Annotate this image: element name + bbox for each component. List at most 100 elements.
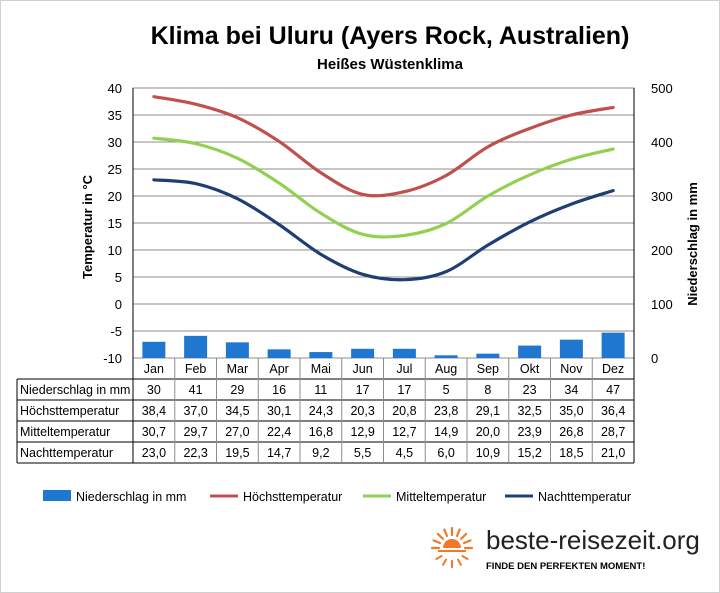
table-row-label: Mitteltemperatur [20, 425, 110, 439]
sun-ray [443, 528, 449, 538]
month-label: Jun [353, 362, 373, 376]
branding: beste-reisezeit.org FINDE DEN PERFEKTEN … [430, 525, 700, 572]
table-cell: 29 [230, 383, 244, 397]
table-cell: 29,7 [183, 425, 207, 439]
table-cell: 20,3 [350, 404, 374, 418]
table-row-label: Höchsttemperatur [20, 404, 119, 418]
table-cell: 23,0 [142, 446, 166, 460]
right-tick-label: 400 [651, 135, 673, 150]
right-tick-label: 500 [651, 81, 673, 96]
table-cell: 30 [147, 383, 161, 397]
table-cell: 19,5 [225, 446, 249, 460]
chart-subtitle: Heißes Wüstenklima [317, 56, 464, 73]
table-cell: 16 [272, 383, 286, 397]
legend-label: Niederschlag in mm [76, 490, 186, 504]
right-tick-label: 0 [651, 351, 658, 366]
left-tick-label: 25 [108, 162, 122, 177]
table-cell: 17 [397, 383, 411, 397]
chart-title: Klima bei Uluru (Ayers Rock, Australien) [151, 22, 630, 50]
table-cell: 47 [606, 383, 620, 397]
tagline: FINDE DEN PERFEKTEN MOMENT! [486, 561, 645, 572]
left-tick-label: -10 [103, 351, 122, 366]
left-tick-label: 5 [115, 270, 122, 285]
site-name: beste-reisezeit.org [486, 525, 700, 555]
table-cell: 24,3 [309, 404, 333, 418]
table-cell: 41 [189, 383, 203, 397]
table-cell: 11 [314, 383, 327, 397]
right-tick-label: 300 [651, 189, 673, 204]
precipitation-bar [267, 349, 291, 358]
precipitation-bar [434, 355, 458, 358]
sun-ray [457, 558, 462, 566]
table-cell: 6,0 [437, 446, 454, 460]
month-label: Nov [560, 362, 583, 376]
sun-icon [430, 526, 474, 568]
month-label: Jul [396, 362, 412, 376]
table-cell: 20,0 [476, 425, 500, 439]
table-cell: 34,5 [225, 404, 249, 418]
table-cell: 36,4 [601, 404, 625, 418]
table-cell: 22,3 [183, 446, 207, 460]
table-cell: 23 [523, 383, 537, 397]
series-line [152, 136, 615, 239]
left-tick-label: 30 [108, 135, 122, 150]
table-cell: 23,9 [517, 425, 541, 439]
left-tick-label: 35 [108, 108, 122, 123]
table-row-label: Niederschlag in mm [20, 383, 130, 397]
month-label: Apr [269, 362, 288, 376]
sun-ray [435, 555, 443, 560]
left-tick-label: 0 [115, 297, 122, 312]
month-label: Jan [144, 362, 164, 376]
left-tick-label: 40 [108, 81, 122, 96]
precipitation-bar [225, 342, 249, 358]
precipitation-bar [392, 348, 416, 358]
table-cell: 14,7 [267, 446, 291, 460]
table-cell: 26,8 [559, 425, 583, 439]
right-axis-ticks: 500 400 300 200 100 0 [651, 81, 673, 366]
left-tick-label: 20 [108, 189, 122, 204]
left-tick-label: 10 [108, 243, 122, 258]
left-axis-title: Temperatur in °C [80, 174, 95, 279]
table-cell: 37,0 [183, 404, 207, 418]
month-label: Feb [185, 362, 207, 376]
left-tick-label: -5 [110, 324, 122, 339]
legend-label: Mitteltemperatur [396, 490, 486, 504]
legend-label: Höchsttemperatur [243, 490, 342, 504]
sun-ray [460, 532, 468, 540]
table-cell: 16,8 [309, 425, 333, 439]
right-axis-title: Niederschlag in mm [685, 182, 700, 306]
data-table: Jan Feb Mar Apr Mai Jun Jul Aug Sep Okt Nov Dez Nied… [16, 88, 635, 464]
sun-ray [442, 558, 447, 566]
table-cell: 34 [564, 383, 578, 397]
table-cell: 20,8 [392, 404, 416, 418]
legend-label: Nachttemperatur [538, 490, 631, 504]
table-cell: 23,8 [434, 404, 458, 418]
table-cell: 18,5 [559, 446, 583, 460]
left-tick-label: 15 [108, 216, 122, 231]
table-cell: 14,9 [434, 425, 458, 439]
table-cell: 27,0 [225, 425, 249, 439]
series-line [152, 95, 615, 198]
precipitation-bar [476, 353, 500, 358]
month-label: Sep [477, 362, 499, 376]
month-label: Okt [520, 362, 540, 376]
precipitation-bar [518, 345, 542, 358]
table-cell: 21,0 [601, 446, 625, 460]
temperature-lines [152, 95, 615, 282]
sun-ray [462, 539, 472, 545]
table-cell: 28,7 [601, 425, 625, 439]
precipitation-bars [142, 332, 625, 358]
table-cell: 5,5 [354, 446, 371, 460]
month-label: Mar [227, 362, 249, 376]
table-cell: 32,5 [517, 404, 541, 418]
table-cell: 4,5 [396, 446, 413, 460]
table-cell: 10,9 [476, 446, 500, 460]
table-cell: 35,0 [559, 404, 583, 418]
table-cell: 12,9 [350, 425, 374, 439]
table-row-label: Nachttemperatur [20, 446, 113, 460]
month-label: Mai [311, 362, 331, 376]
precipitation-bar [559, 339, 583, 358]
sun-ray [436, 532, 444, 540]
precipitation-bar [601, 332, 625, 358]
